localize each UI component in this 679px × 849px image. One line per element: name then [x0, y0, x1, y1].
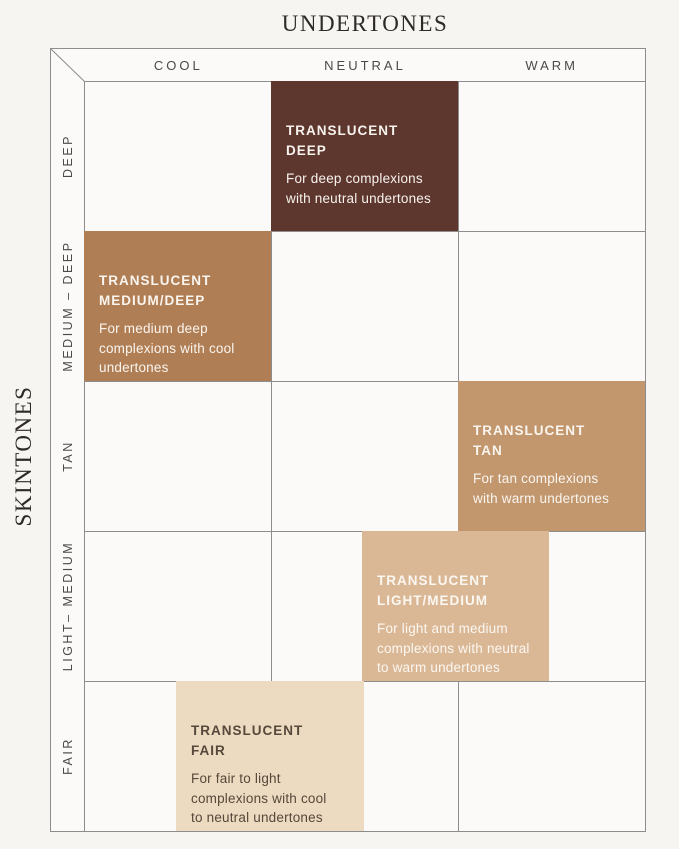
- skintones-axis-title: SKINTONES: [11, 385, 36, 527]
- shade-name: TRANSLUCENT LIGHT/MEDIUM: [377, 573, 490, 608]
- column-header-warm: WARM: [525, 57, 579, 73]
- grid-line-horizontal: [85, 231, 645, 232]
- shade-description: For tan complexions with warm undertones: [473, 471, 610, 506]
- shade-name: TRANSLUCENT DEEP: [286, 123, 399, 158]
- row-label-column: DEEP MEDIUM – DEEP TAN LIGHT– MEDIUM FAI…: [51, 81, 85, 831]
- row-label-text: LIGHT– MEDIUM: [60, 540, 75, 672]
- row-label-fair: FAIR: [51, 681, 84, 831]
- shade-name: TRANSLUCENT FAIR: [191, 723, 304, 758]
- row-label-medium-deep: MEDIUM – DEEP: [51, 231, 84, 381]
- corner-diagonal-divider: [51, 49, 85, 82]
- row-label-tan: TAN: [51, 381, 84, 531]
- shade-name: TRANSLUCENT TAN: [473, 423, 586, 458]
- undertones-axis-title: UNDERTONES: [281, 11, 449, 36]
- shade-cell-translucent-tan: TRANSLUCENT TAN For tan complexions with…: [458, 381, 645, 531]
- grid-line-horizontal: [85, 381, 645, 382]
- shade-description: For light and medium complexions with ne…: [377, 621, 530, 676]
- shade-matrix-grid: COOL NEUTRAL WARM DEEP MEDIUM – DEEP TAN…: [50, 48, 646, 832]
- row-label-text: DEEP: [60, 133, 75, 179]
- shade-name: TRANSLUCENT MEDIUM/DEEP: [99, 273, 212, 308]
- shade-cell-translucent-light-medium: TRANSLUCENT LIGHT/MEDIUM For light and m…: [362, 531, 549, 681]
- row-label-text: FAIR: [60, 737, 75, 775]
- shade-description: For medium deep complexions with cool un…: [99, 321, 235, 376]
- shade-cell-translucent-medium-deep: TRANSLUCENT MEDIUM/DEEP For medium deep …: [84, 231, 271, 381]
- grid-line-vertical: [271, 81, 272, 831]
- grid-line-horizontal: [85, 681, 645, 682]
- shade-description: For deep complexions with neutral undert…: [286, 171, 431, 206]
- column-header-row: COOL NEUTRAL WARM: [85, 49, 645, 82]
- shade-cell-translucent-fair: TRANSLUCENT FAIR For fair to light compl…: [176, 681, 364, 831]
- row-label-text: TAN: [60, 440, 75, 472]
- column-header-cool: COOL: [153, 57, 203, 73]
- column-header-neutral: NEUTRAL: [324, 57, 406, 73]
- row-label-text: MEDIUM – DEEP: [60, 240, 75, 372]
- shade-description: For fair to light complexions with cool …: [191, 771, 327, 826]
- shade-cell-translucent-deep: TRANSLUCENT DEEP For deep complexions wi…: [271, 81, 458, 231]
- row-label-light-medium: LIGHT– MEDIUM: [51, 531, 84, 681]
- row-label-deep: DEEP: [51, 81, 84, 231]
